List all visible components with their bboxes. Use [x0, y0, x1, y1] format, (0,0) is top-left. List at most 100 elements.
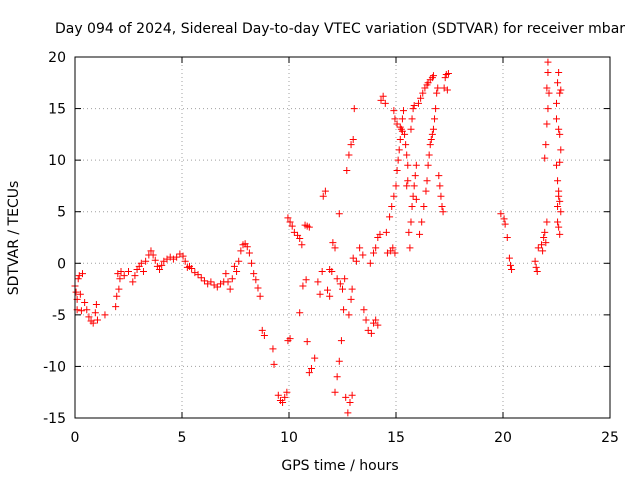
data-point: [390, 192, 398, 200]
data-point: [333, 275, 341, 283]
data-point: [555, 125, 563, 133]
data-point: [388, 203, 396, 211]
data-point: [555, 192, 563, 200]
data-point: [151, 256, 159, 264]
data-point: [139, 268, 147, 276]
data-points: [71, 58, 565, 417]
data-point: [404, 177, 412, 185]
data-point: [281, 393, 289, 401]
data-point: [556, 230, 564, 238]
data-point: [343, 166, 351, 174]
data-point: [352, 257, 360, 265]
y-tick-label: 10: [48, 153, 66, 169]
data-point: [348, 285, 356, 293]
data-point: [350, 105, 358, 113]
data-point: [422, 187, 430, 195]
data-point: [381, 99, 389, 107]
data-point: [360, 306, 368, 314]
data-point: [399, 107, 407, 115]
data-point: [394, 156, 402, 164]
data-point: [319, 192, 327, 200]
data-point: [344, 409, 352, 417]
data-point: [541, 228, 549, 236]
data-point: [538, 241, 546, 249]
data-point: [372, 316, 380, 324]
data-point: [83, 306, 91, 314]
data-point: [555, 223, 563, 231]
data-point: [506, 261, 514, 269]
data-point: [346, 399, 354, 407]
data-point: [429, 125, 437, 133]
data-point: [557, 208, 565, 216]
data-point: [434, 84, 442, 92]
data-point: [237, 247, 245, 255]
data-point: [233, 268, 241, 276]
data-point: [156, 265, 164, 273]
data-point: [379, 92, 387, 100]
data-point: [77, 307, 85, 315]
data-point: [72, 288, 80, 296]
data-point: [305, 369, 313, 377]
data-point: [222, 270, 230, 278]
data-point: [543, 218, 551, 226]
data-point: [235, 257, 243, 265]
data-point: [341, 275, 349, 283]
data-point: [395, 146, 403, 154]
data-point: [207, 278, 215, 286]
data-point: [391, 115, 399, 123]
data-point: [556, 89, 564, 97]
data-point: [362, 316, 370, 324]
data-point: [188, 264, 196, 272]
x-tick-label: 5: [178, 430, 187, 446]
data-point: [553, 115, 560, 123]
data-point: [296, 235, 304, 243]
plot-frame: [74, 56, 611, 419]
data-point: [554, 218, 562, 226]
data-point: [543, 120, 551, 128]
data-point: [230, 262, 238, 270]
data-point: [200, 277, 208, 285]
data-point: [173, 253, 181, 261]
data-point: [556, 197, 564, 205]
data-point: [92, 301, 100, 309]
data-point: [274, 391, 282, 399]
y-axis-label: SDTVAR / TECUs: [6, 181, 22, 296]
data-point: [411, 172, 419, 180]
data-point: [393, 120, 401, 128]
data-point: [542, 141, 550, 149]
data-point: [366, 259, 374, 267]
data-point: [372, 244, 380, 252]
data-point: [224, 278, 232, 286]
data-point: [533, 268, 541, 276]
data-point: [403, 182, 411, 190]
data-point: [316, 290, 324, 298]
data-point: [359, 251, 367, 259]
data-point: [254, 284, 262, 292]
data-point: [260, 331, 268, 339]
data-point: [340, 306, 348, 314]
y-tick-label: 5: [57, 205, 66, 221]
data-point: [419, 89, 427, 97]
x-tick-labels: 0 5 10 15 20 25: [71, 430, 619, 446]
data-point: [286, 335, 294, 343]
data-point: [437, 192, 445, 200]
data-point: [534, 244, 542, 252]
data-point: [245, 249, 253, 257]
data-point: [554, 177, 562, 185]
data-point: [120, 272, 128, 280]
data-point: [197, 274, 205, 282]
data-point: [367, 329, 375, 337]
x-tick-label: 25: [601, 430, 619, 446]
data-point: [444, 70, 452, 78]
data-point: [335, 210, 343, 218]
data-point: [356, 244, 364, 252]
data-point: [269, 345, 277, 353]
data-point: [142, 257, 150, 265]
data-point: [91, 309, 99, 317]
data-point: [324, 286, 332, 294]
data-point: [508, 265, 516, 273]
data-point: [409, 192, 417, 200]
data-point: [181, 257, 189, 265]
data-point: [554, 203, 562, 211]
